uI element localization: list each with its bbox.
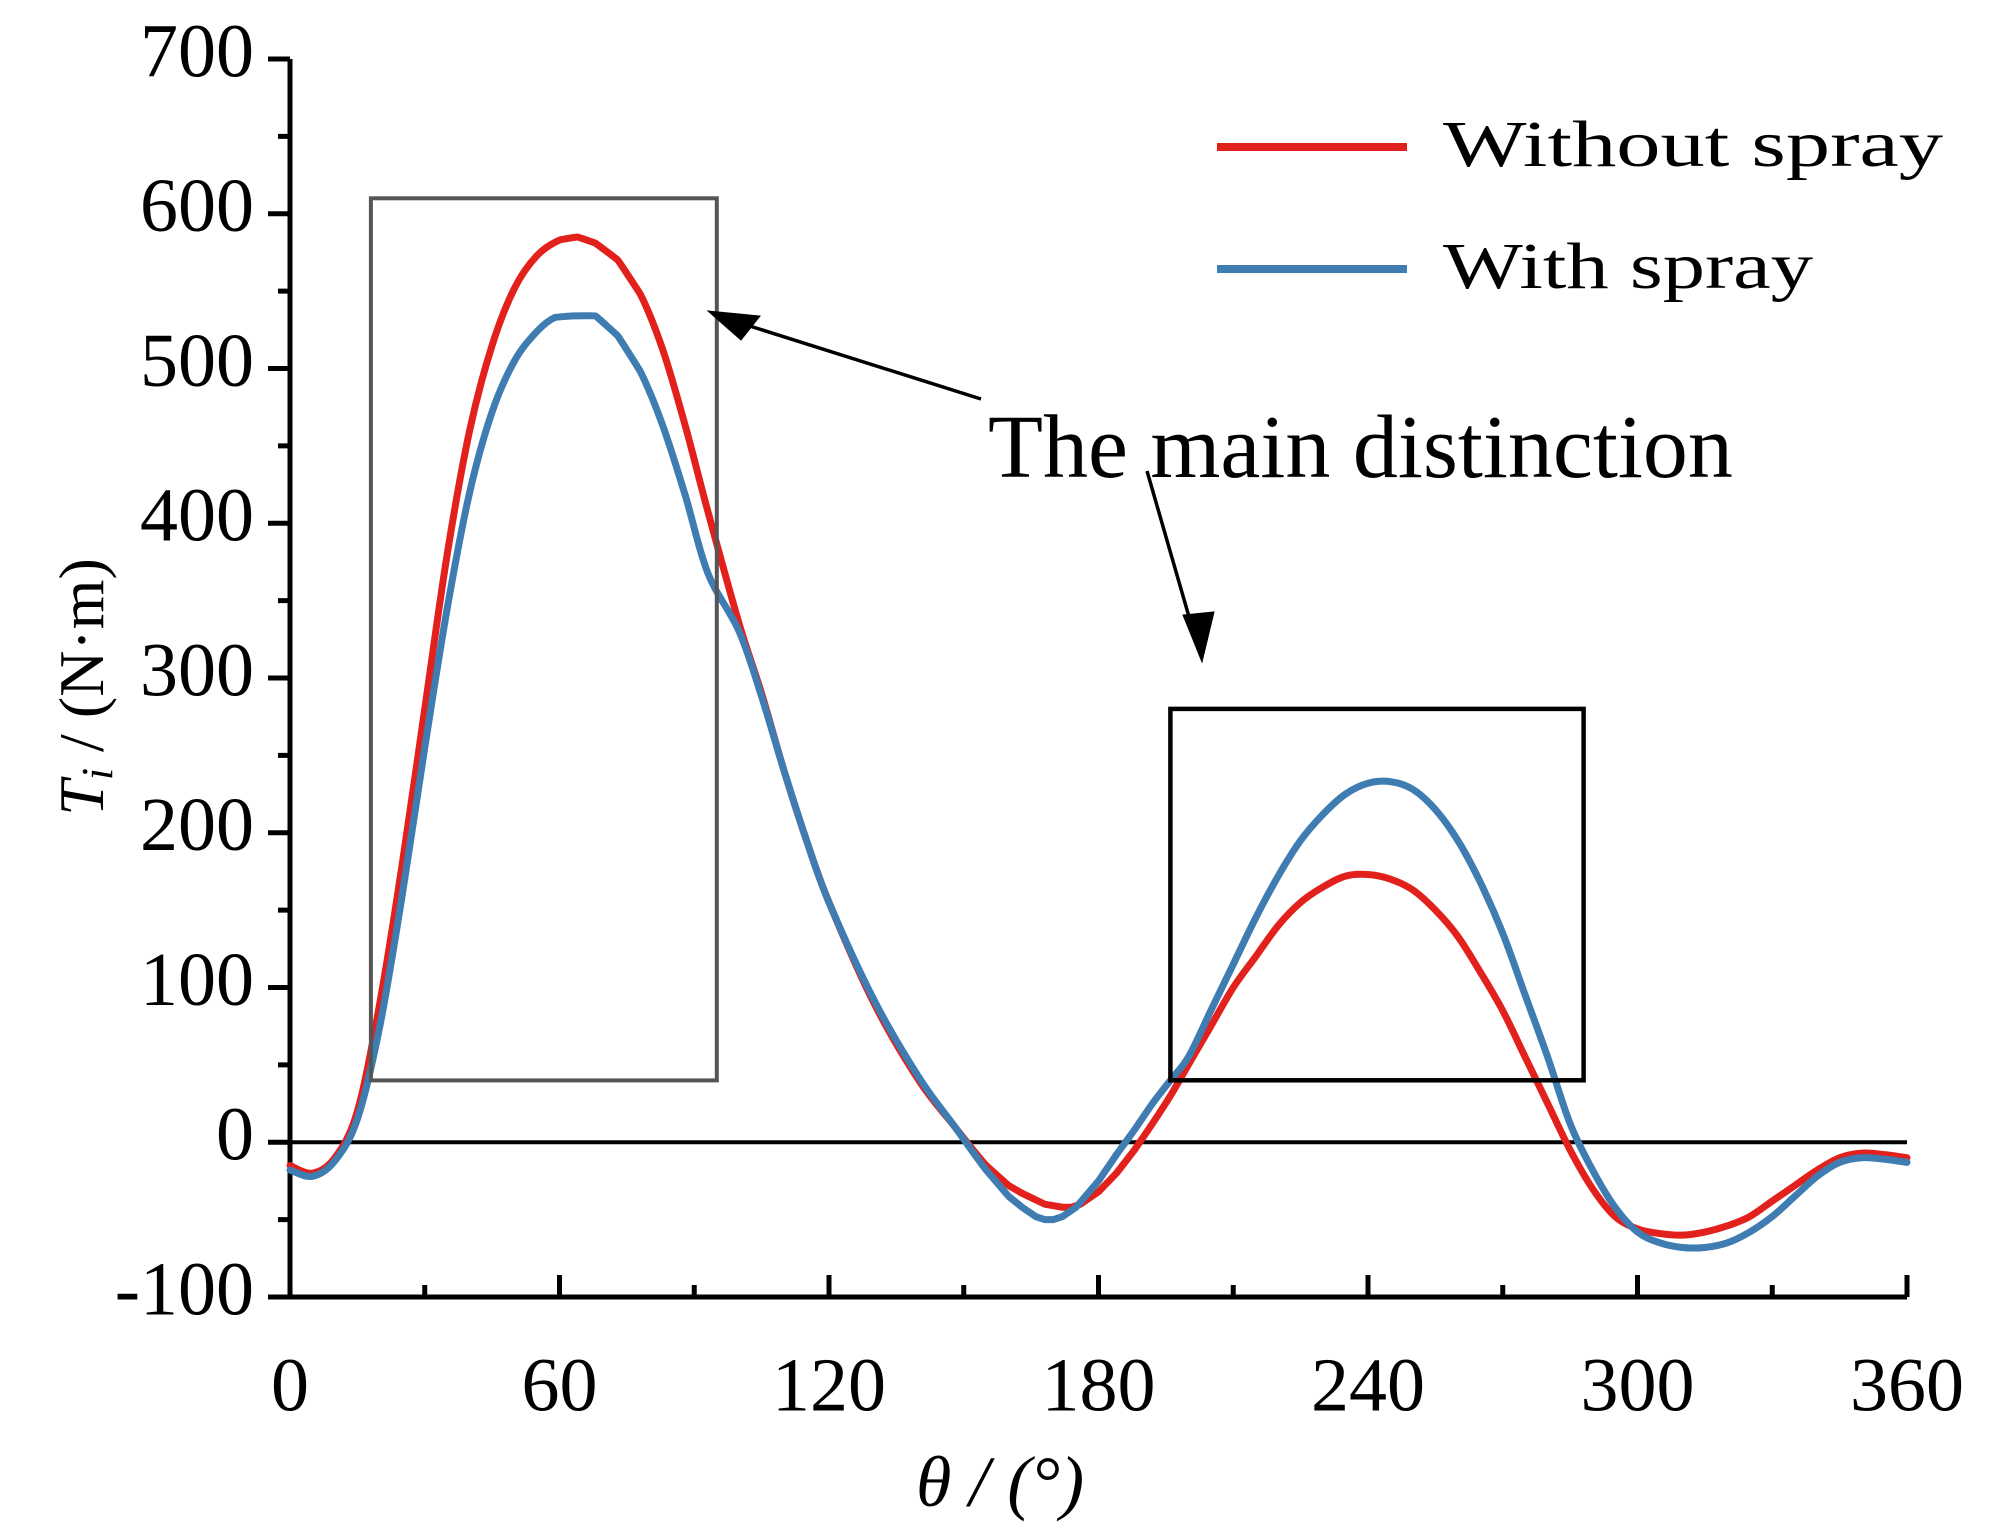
svg-text:180: 180	[1042, 1344, 1156, 1428]
svg-text:360: 360	[1850, 1344, 1964, 1428]
svg-text:The main distinction: The main distinction	[988, 398, 1733, 497]
svg-text:700: 700	[140, 9, 254, 93]
svg-text:With spray: With spray	[1443, 230, 1813, 303]
svg-text:0: 0	[271, 1344, 309, 1428]
svg-text:Without spray: Without spray	[1443, 108, 1943, 181]
svg-text:0: 0	[216, 1093, 254, 1177]
svg-text:300: 300	[1581, 1344, 1695, 1428]
svg-text:400: 400	[140, 474, 254, 558]
svg-text:500: 500	[140, 319, 254, 403]
svg-text:600: 600	[140, 164, 254, 248]
svg-text:-100: -100	[115, 1247, 254, 1331]
svg-text:θ / (°): θ / (°)	[916, 1442, 1084, 1522]
svg-text:200: 200	[140, 783, 254, 867]
svg-text:240: 240	[1311, 1344, 1425, 1428]
svg-text:300: 300	[140, 628, 254, 712]
svg-text:100: 100	[140, 938, 254, 1022]
svg-text:120: 120	[772, 1344, 886, 1428]
svg-text:60: 60	[522, 1344, 598, 1428]
